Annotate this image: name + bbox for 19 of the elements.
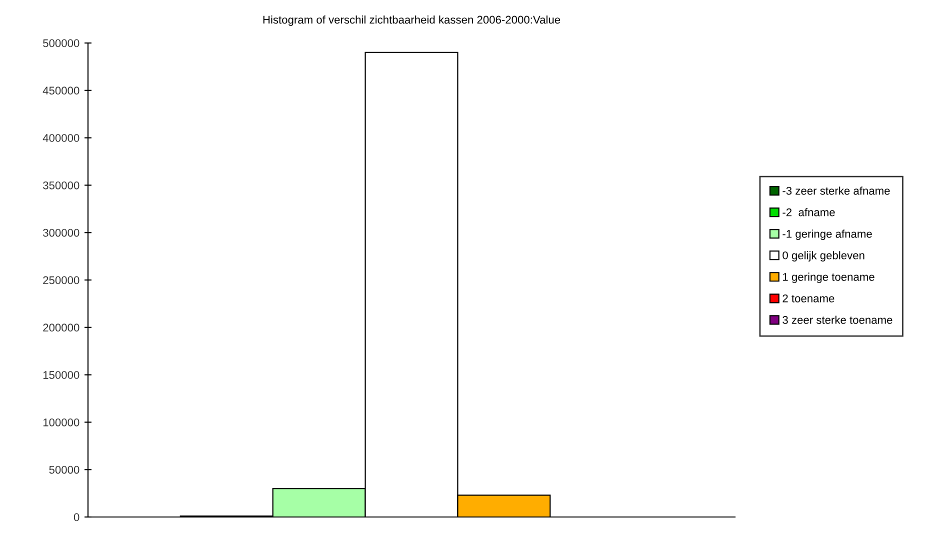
chart-title: Histogram of verschil zichtbaarheid kassen 2006-2000:Value	[263, 16, 560, 26]
legend-label: 0 gelijk gebleven	[782, 251, 864, 262]
y-tick-label: 200000	[43, 324, 80, 332]
y-tick-label: 0	[74, 513, 80, 522]
y-tick-label: 450000	[42, 86, 80, 95]
legend-label: 1 geringe toename	[783, 272, 874, 284]
y-tick-label: 50000	[49, 466, 80, 474]
y-tick-label: 500000	[43, 39, 80, 48]
y-tick-label: 250000	[43, 276, 80, 284]
legend-label: 2 toename	[782, 294, 834, 302]
legend-label: 3 zeer sterke toename	[782, 316, 892, 324]
y-tick-label: 400000	[42, 134, 80, 142]
y-tick-label: 150000	[43, 371, 80, 379]
y-tick-label: 350000	[43, 181, 80, 190]
legend-label: -2 afname	[782, 208, 835, 216]
y-tick-label: 100000	[43, 418, 80, 426]
legend-label: -1 geringe afname	[782, 230, 872, 240]
y-tick-label: 300000	[43, 228, 80, 237]
legend-label: -3 zeer sterke afname	[782, 186, 890, 195]
